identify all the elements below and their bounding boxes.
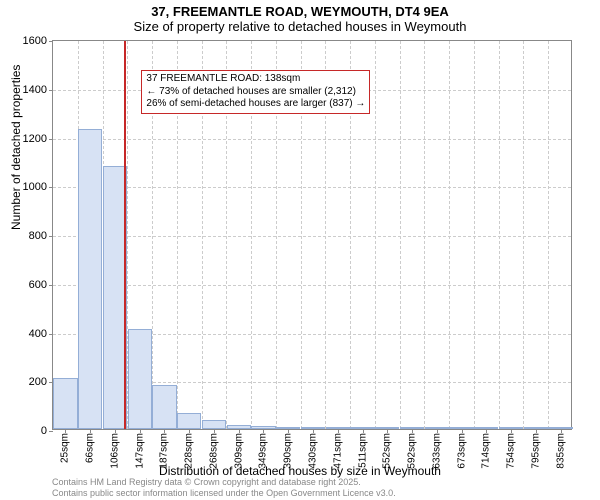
gridline-h <box>53 236 571 237</box>
histogram-bar <box>128 329 152 429</box>
ytick-mark <box>49 41 53 42</box>
footer-line1: Contains HM Land Registry data © Crown c… <box>52 477 396 487</box>
histogram-bar <box>78 129 102 429</box>
ytick-label: 800 <box>29 230 47 242</box>
ytick-label: 400 <box>29 328 47 340</box>
ytick-mark <box>49 187 53 188</box>
histogram-bar <box>177 413 201 429</box>
xtick-label: 147sqm <box>134 433 145 469</box>
xtick-label: 511sqm <box>357 433 368 468</box>
gridline-v <box>400 41 401 429</box>
gridline-v <box>523 41 524 429</box>
ytick-mark <box>49 90 53 91</box>
y-axis-label: Number of detached properties <box>9 65 23 230</box>
ytick-mark <box>49 285 53 286</box>
xtick-label: 714sqm <box>481 433 492 469</box>
ytick-label: 0 <box>41 425 47 437</box>
xtick-label: 795sqm <box>530 433 541 469</box>
ytick-label: 1000 <box>23 181 47 193</box>
callout-box: 37 FREEMANTLE ROAD: 138sqm← 73% of detac… <box>141 70 370 114</box>
title-line2: Size of property relative to detached ho… <box>0 19 600 34</box>
gridline-h <box>53 285 571 286</box>
histogram-bar <box>152 385 176 429</box>
ytick-label: 600 <box>29 279 47 291</box>
gridline-v <box>375 41 376 429</box>
callout-line: ← 73% of detached houses are smaller (2,… <box>146 86 365 99</box>
xtick-label: 754sqm <box>506 433 517 469</box>
plot-area: 0200400600800100012001400160025sqm66sqm1… <box>52 40 572 430</box>
xtick-label: 835sqm <box>555 433 566 469</box>
gridline-v <box>474 41 475 429</box>
histogram-bar <box>53 378 77 429</box>
chart-area: 0200400600800100012001400160025sqm66sqm1… <box>52 40 572 430</box>
footer-line2: Contains public sector information licen… <box>52 488 396 498</box>
xtick-label: 106sqm <box>109 433 120 469</box>
xtick-label: 673sqm <box>456 433 467 469</box>
callout-line: 37 FREEMANTLE ROAD: 138sqm <box>146 73 365 86</box>
gridline-v <box>548 41 549 429</box>
gridline-v <box>449 41 450 429</box>
title-line1: 37, FREEMANTLE ROAD, WEYMOUTH, DT4 9EA <box>0 0 600 19</box>
x-axis-label: Distribution of detached houses by size … <box>159 464 441 478</box>
ytick-mark <box>49 139 53 140</box>
ytick-label: 1200 <box>23 133 47 145</box>
ytick-label: 1600 <box>23 35 47 47</box>
gridline-h <box>53 187 571 188</box>
ytick-label: 1400 <box>23 84 47 96</box>
histogram-bar <box>202 420 226 429</box>
ytick-mark <box>49 236 53 237</box>
xtick-label: 25sqm <box>60 433 71 463</box>
callout-line: 26% of semi-detached houses are larger (… <box>146 98 365 111</box>
reference-line <box>124 41 126 429</box>
gridline-v <box>499 41 500 429</box>
ytick-label: 200 <box>29 376 47 388</box>
xtick-label: 66sqm <box>85 433 96 463</box>
ytick-mark <box>49 334 53 335</box>
ytick-mark <box>49 431 53 432</box>
gridline-h <box>53 139 571 140</box>
footer-note: Contains HM Land Registry data © Crown c… <box>52 477 396 498</box>
gridline-v <box>424 41 425 429</box>
